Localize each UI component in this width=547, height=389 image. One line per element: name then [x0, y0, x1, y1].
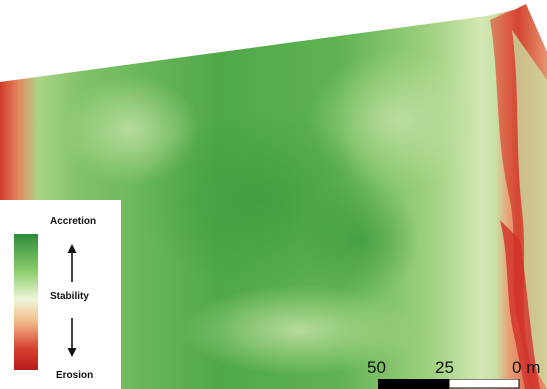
scale-bar-segment-light	[448, 379, 520, 389]
scale-bar	[378, 379, 520, 389]
legend-label-accretion: Accretion	[50, 216, 97, 227]
scale-bar-segment-dark	[378, 379, 449, 389]
legend-color-ramp	[14, 234, 38, 370]
legend-label-stability: Stability	[50, 291, 89, 302]
arrow-up-icon	[67, 244, 77, 282]
legend-label-erosion: Erosion	[56, 370, 94, 381]
scale-label-50: 50	[367, 358, 386, 377]
arrow-down-icon	[67, 318, 77, 357]
scale-label-0: 0 m	[512, 358, 541, 377]
scale-unit: m	[526, 358, 541, 377]
legend: Accretion Stability Erosion	[0, 200, 121, 389]
scale-label-25: 25	[435, 358, 454, 377]
